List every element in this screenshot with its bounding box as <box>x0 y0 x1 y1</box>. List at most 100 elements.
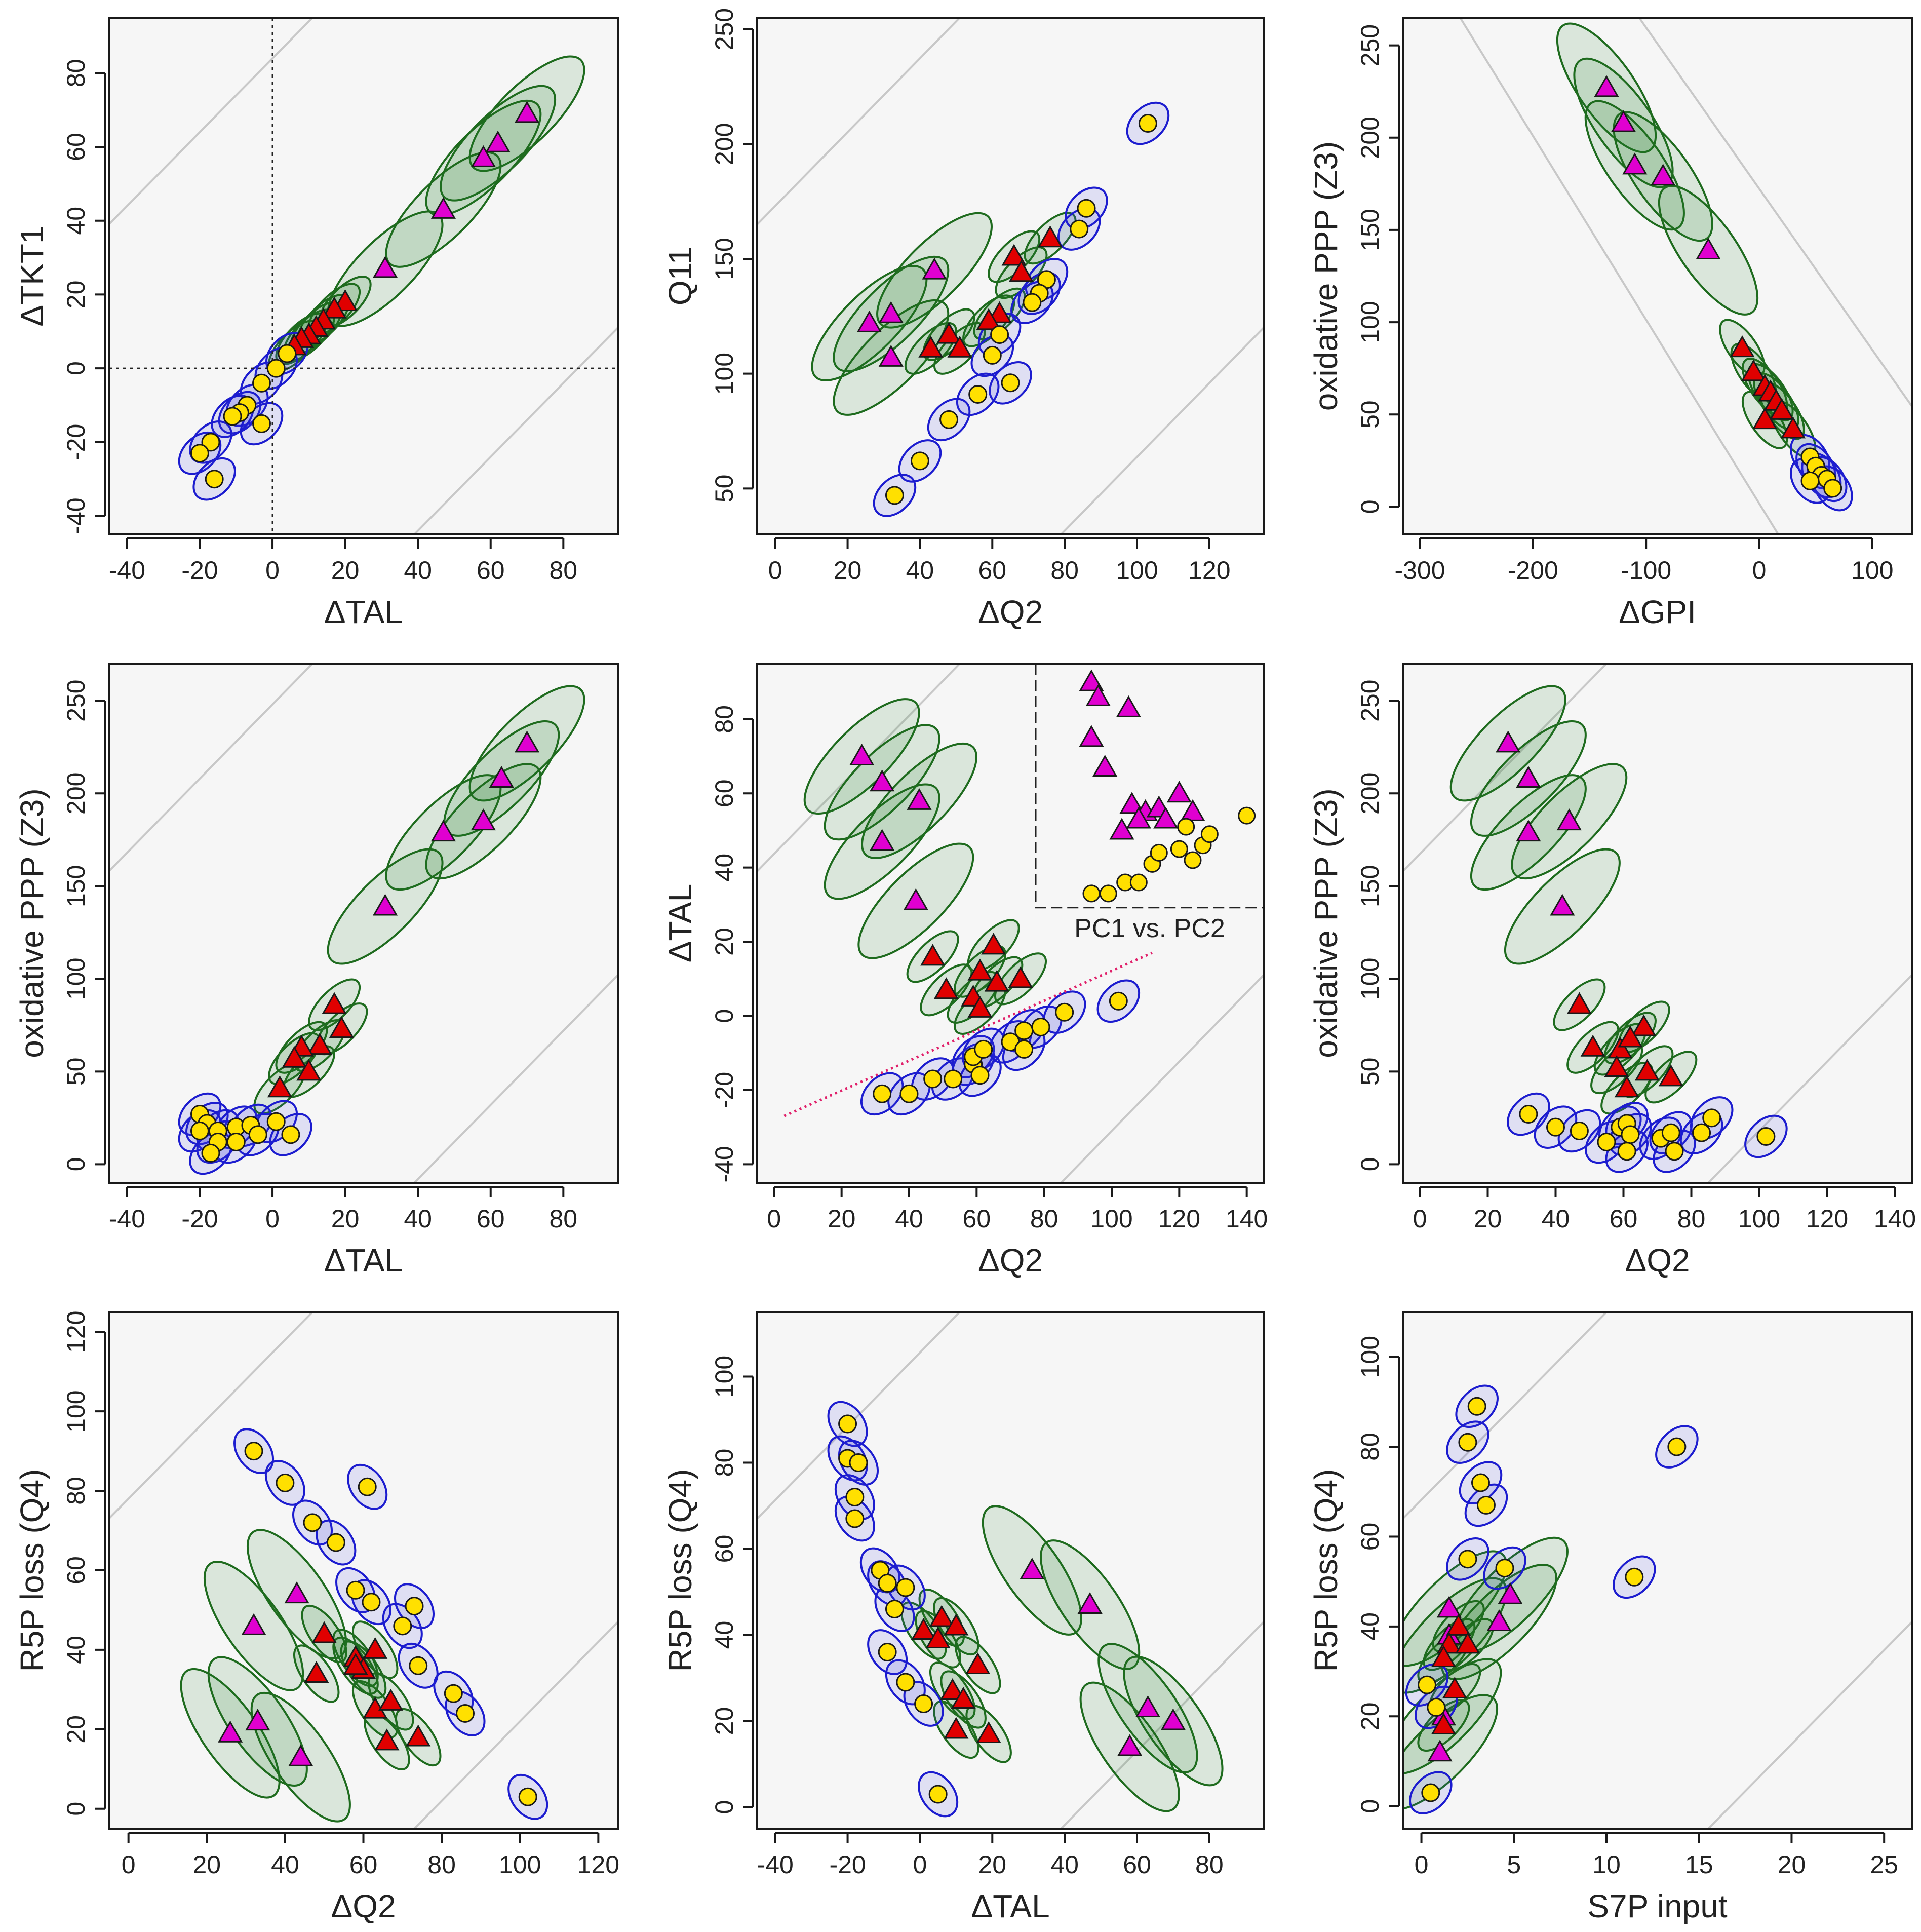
plot-area <box>1403 1312 1912 1829</box>
x-tick-label: 40 <box>895 1205 923 1233</box>
x-tick-label: 20 <box>331 1205 360 1233</box>
x-tick-label: 0 <box>767 1205 781 1233</box>
inset-triangle-point <box>1119 792 1145 814</box>
x-tick-label: 40 <box>1050 1850 1079 1879</box>
y-axis-label: Q11 <box>662 247 698 305</box>
x-tick-label: 10 <box>1592 1850 1621 1879</box>
y-tick-label: 80 <box>710 1449 738 1477</box>
yellow-circle-point <box>205 470 224 489</box>
band-line <box>413 1620 618 1829</box>
magenta-triangle-point <box>471 808 496 831</box>
yellow-circle-point <box>873 1084 892 1103</box>
band-line <box>1060 326 1264 534</box>
yellow-circle-point <box>1467 1397 1486 1416</box>
y-axis-label: R5P loss (Q4) <box>662 1469 698 1672</box>
red-triangle-point <box>1618 1025 1643 1048</box>
yellow-circle-point <box>878 1574 897 1593</box>
red-triangle-point <box>363 1637 388 1659</box>
band-line <box>1403 1312 1608 1520</box>
red-triangle-point <box>944 1717 969 1739</box>
y-tick-label: -20 <box>710 1072 738 1108</box>
panel-p4: -40 -20 0 20 40 60 80 0 50 100 150 200 250 ΔTAL oxidat… <box>14 663 619 1279</box>
y-tick-label: 250 <box>1356 679 1384 721</box>
yellow-circle-point <box>190 1122 209 1140</box>
yellow-circle-point <box>1421 1783 1440 1802</box>
yellow-circle-point <box>346 1580 365 1600</box>
x-tick-label: 20 <box>331 556 360 585</box>
x-tick-label: 80 <box>1050 556 1079 585</box>
y-tick-label: 250 <box>62 679 90 721</box>
x-tick-label: 20 <box>192 1850 221 1879</box>
inset-circle-point <box>1170 840 1188 858</box>
red-triangle-point <box>343 1653 368 1675</box>
plot-frame <box>108 1311 619 1830</box>
yellow-circle-point <box>1546 1117 1565 1137</box>
yellow-circle-point <box>405 1597 424 1616</box>
y-tick-label: 50 <box>62 1058 90 1086</box>
band-line <box>1403 664 1608 873</box>
x-tick-label: 40 <box>404 1205 432 1233</box>
yellow-circle-point <box>252 373 271 393</box>
x-tick-label: -300 <box>1394 556 1445 585</box>
red-triangle-point <box>944 1613 969 1636</box>
red-triangle-point <box>976 1721 1001 1743</box>
magenta-triangle-point <box>489 765 514 788</box>
yellow-circle-point <box>1495 1559 1514 1578</box>
y-tick-label: -40 <box>710 1146 738 1182</box>
plot-background <box>757 1312 1264 1829</box>
yellow-circle-point <box>201 1143 220 1163</box>
y-tick-label: 200 <box>1356 772 1384 815</box>
red-triangle-point <box>984 970 1009 992</box>
x-tick-label: 40 <box>271 1850 299 1879</box>
y-tick-label: 40 <box>62 207 90 235</box>
band-line <box>1638 18 1912 408</box>
yellow-circle-point <box>409 1656 428 1675</box>
y-tick-label: 100 <box>1356 958 1384 1000</box>
red-triangle-point <box>951 1686 976 1709</box>
red-triangle-point <box>940 1678 965 1700</box>
x-tick-label: -200 <box>1508 556 1558 585</box>
red-triangle-point <box>322 992 347 1014</box>
red-triangle-point <box>1001 244 1027 266</box>
inset-triangle-point <box>1180 799 1205 821</box>
y-axis-label: R5P loss (Q4) <box>1308 1469 1344 1672</box>
yellow-circle-point <box>1014 1021 1034 1040</box>
yellow-circle-point <box>896 1578 915 1597</box>
x-axis-label: ΔQ2 <box>978 594 1043 630</box>
x-axis-label: ΔGPI <box>1619 594 1696 630</box>
yellow-circle-point <box>358 1477 377 1496</box>
panel-p3: -300 -200 -100 0 100 0 50 100 150 200 250 ΔGPI oxida… <box>1308 17 1913 630</box>
magenta-triangle-point <box>856 310 882 332</box>
x-axis-label: ΔTAL <box>971 1888 1049 1924</box>
magenta-triangle-point <box>372 256 398 278</box>
red-triangle-point <box>1431 1712 1456 1734</box>
x-tick-label: 140 <box>1226 1205 1268 1233</box>
x-tick-label: 80 <box>1677 1205 1706 1233</box>
plot-area <box>757 1312 1264 1829</box>
yellow-circle-point <box>974 1039 993 1059</box>
plot-area <box>757 18 1264 534</box>
panel-p6: 0 20 40 60 80 100 120 140 0 50 100 150 200 250 ΔQ2 oxid… <box>1308 663 1916 1279</box>
red-triangle-point <box>307 1033 332 1055</box>
x-tick-label: 80 <box>427 1850 456 1879</box>
red-triangle-point <box>267 1075 292 1098</box>
yellow-circle-point <box>266 359 286 378</box>
plot-frame <box>1402 17 1913 535</box>
x-axis-label: ΔTAL <box>324 1242 403 1279</box>
inset-triangle-point <box>1079 725 1104 747</box>
inset-triangle-point <box>1079 669 1104 691</box>
red-triangle-point <box>374 1728 400 1751</box>
panel-p2: 0 20 40 60 80 100 120 50 100 150 200 250 ΔQ2 Q11 <box>662 8 1265 630</box>
x-tick-label: 120 <box>1158 1205 1200 1233</box>
magenta-triangle-point <box>284 1581 309 1604</box>
yellow-circle-point <box>456 1704 475 1723</box>
magenta-triangle-point <box>870 769 895 792</box>
band-line <box>1707 974 1912 1183</box>
yellow-circle-point <box>1597 1132 1616 1151</box>
yellow-circle-point <box>838 1414 857 1434</box>
magenta-triangle-point <box>1427 1740 1453 1762</box>
magenta-triangle-point <box>1696 237 1721 259</box>
yellow-circle-point <box>1031 1018 1050 1036</box>
y-tick-label: 80 <box>62 59 90 87</box>
